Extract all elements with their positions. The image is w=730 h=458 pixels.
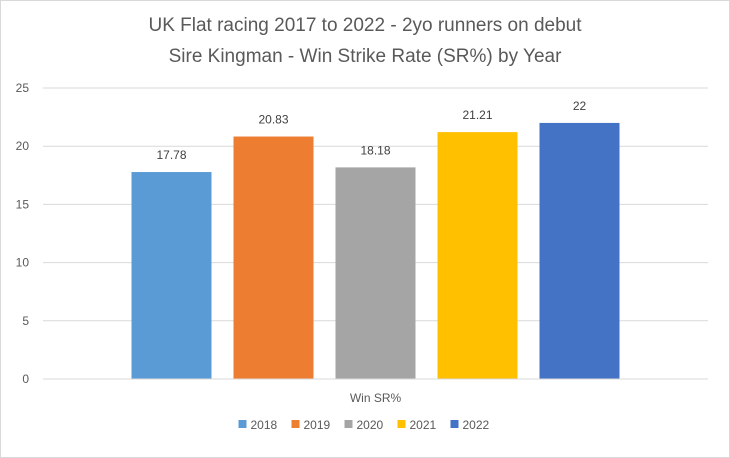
chart-title: UK Flat racing 2017 to 2022 - 2yo runner… <box>148 15 582 36</box>
data-label-2018: 17.78 <box>156 148 186 162</box>
legend-swatch-2022 <box>450 420 459 428</box>
legend-swatch-2021 <box>397 420 406 428</box>
data-label-2021: 21.21 <box>462 108 492 122</box>
bar-2022 <box>539 122 620 380</box>
data-labels: 17.78 20.83 18.18 21.21 22 <box>156 99 586 162</box>
legend-swatch-2018 <box>238 420 247 428</box>
legend-label-2019: 2019 <box>304 418 331 432</box>
y-tick-label: 0 <box>22 372 29 386</box>
legend-label-2021: 2021 <box>410 418 437 432</box>
chart-subtitle: Sire Kingman - Win Strike Rate (SR%) by … <box>169 46 562 67</box>
y-tick-label: 10 <box>16 256 30 270</box>
bar-2019 <box>233 136 314 379</box>
y-axis-ticks: 0 5 10 15 20 25 <box>16 81 30 386</box>
data-label-2019: 20.83 <box>258 113 288 127</box>
y-tick-label: 5 <box>22 314 29 328</box>
bars <box>131 122 620 380</box>
legend-label-2018: 2018 <box>251 418 278 432</box>
y-tick-label: 25 <box>16 81 30 95</box>
category-label: Win SR% <box>350 391 402 405</box>
bar-2021 <box>437 132 518 379</box>
legend-swatch-2019 <box>291 420 300 428</box>
y-tick-label: 20 <box>16 139 30 153</box>
data-label-2020: 18.18 <box>360 143 390 157</box>
bar-2018 <box>131 172 212 379</box>
legend-swatch-2020 <box>344 420 353 428</box>
legend: 2018 2019 2020 2021 2022 <box>238 418 490 432</box>
bar-2020 <box>335 167 416 379</box>
data-label-2022: 22 <box>573 99 587 113</box>
y-tick-label: 15 <box>16 197 30 211</box>
legend-label-2022: 2022 <box>463 418 490 432</box>
legend-label-2020: 2020 <box>357 418 384 432</box>
